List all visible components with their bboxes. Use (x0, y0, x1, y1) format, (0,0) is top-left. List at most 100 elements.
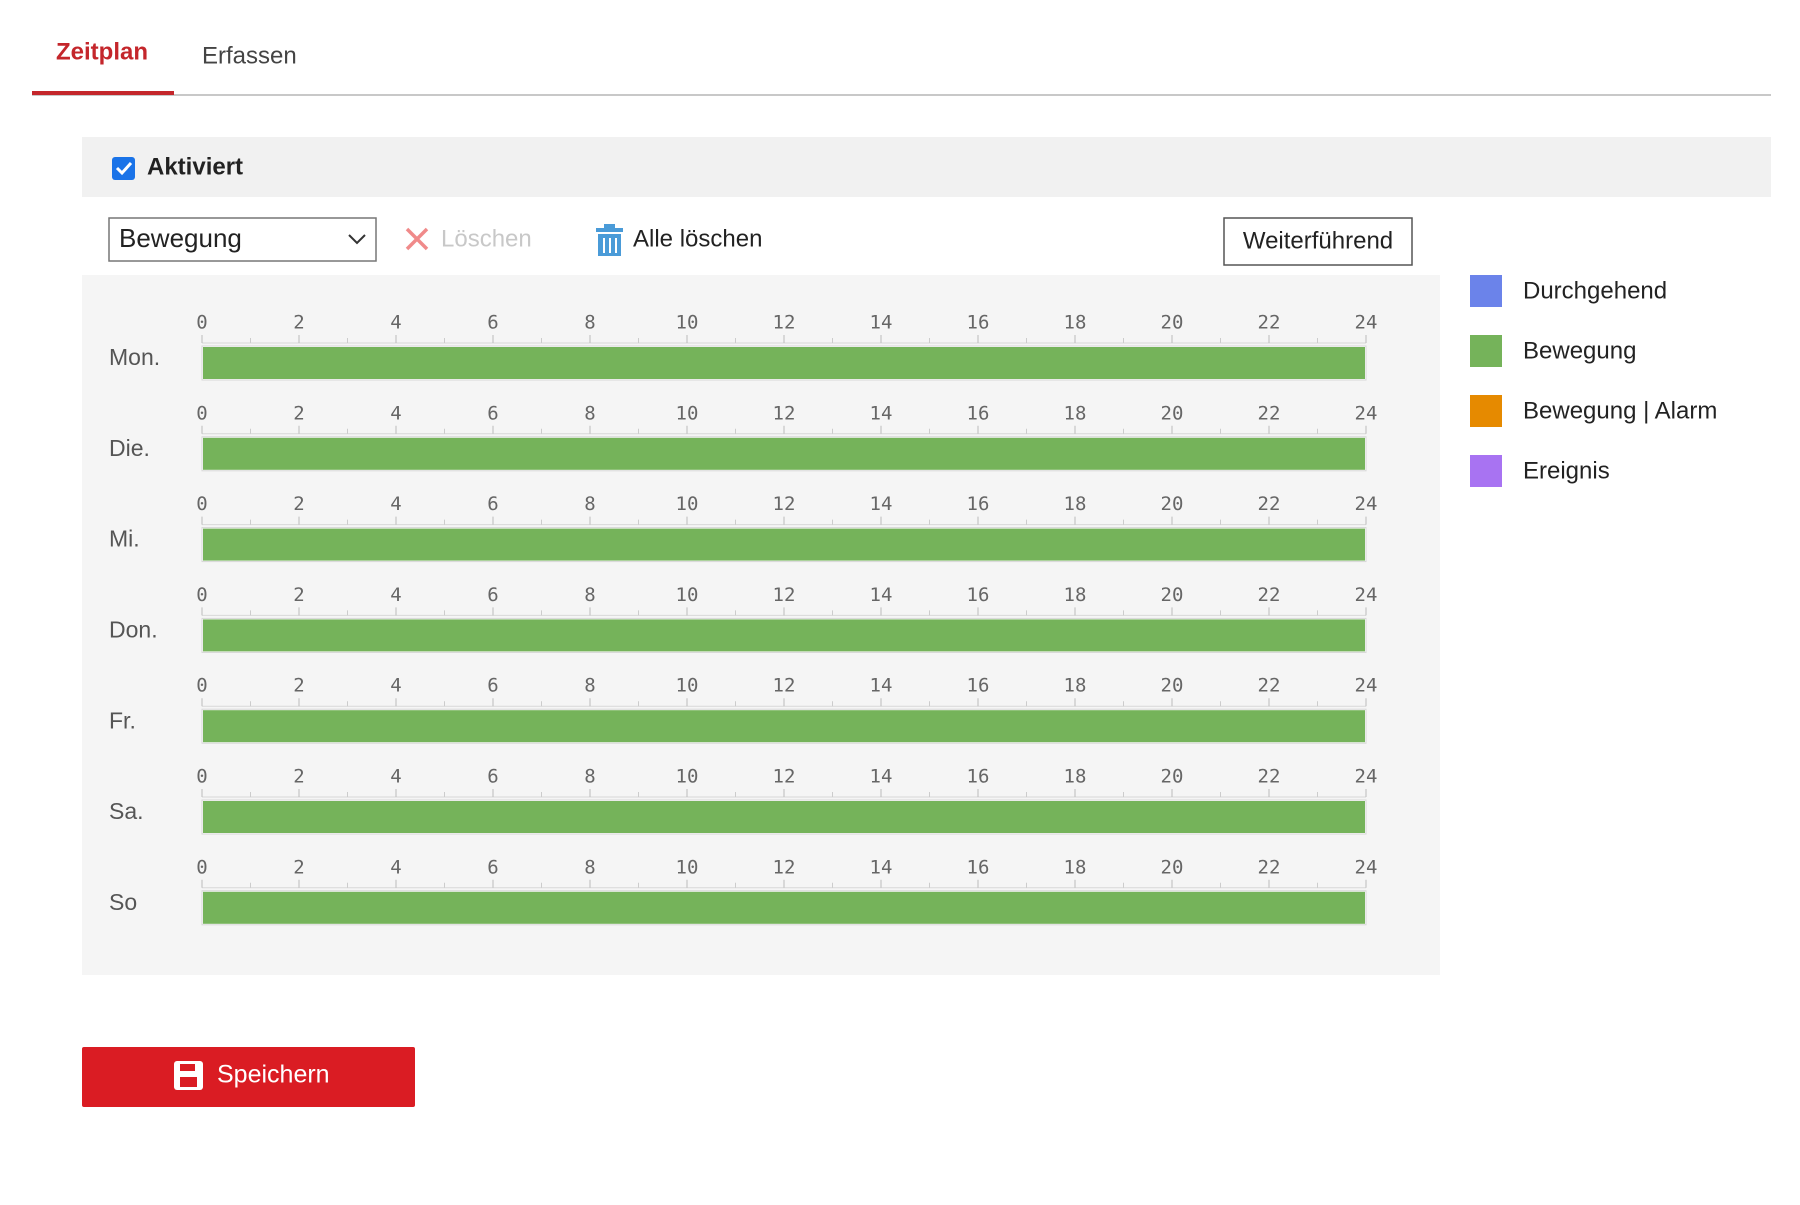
schedule-segment[interactable] (203, 528, 1365, 561)
hour-label: 24 (1355, 312, 1378, 334)
day-row: Mi.0 2 4 6 8 10 12 14 16 18 20 22 24 (109, 493, 1378, 563)
hour-label: 2 (293, 584, 304, 606)
advanced-button[interactable]: Weiterführend (1223, 217, 1413, 266)
hour-label: 10 (676, 856, 699, 878)
mode-select[interactable]: Bewegung (108, 217, 377, 262)
hour-label: 16 (967, 766, 990, 788)
hour-label: 8 (584, 312, 595, 334)
hour-label: 14 (870, 402, 893, 424)
hour-label: 6 (487, 493, 498, 515)
hour-label: 20 (1161, 312, 1184, 334)
hour-label: 24 (1355, 856, 1378, 878)
hour-label: 14 (870, 766, 893, 788)
hour-label: 20 (1161, 675, 1184, 697)
day-label: Die. (109, 435, 150, 461)
schedule-segment[interactable] (203, 801, 1365, 833)
hour-label: 2 (293, 766, 304, 788)
hour-label: 0 (196, 584, 207, 606)
delete-label: Löschen (441, 225, 532, 252)
hour-label: 18 (1064, 312, 1087, 334)
save-icon (174, 1061, 203, 1090)
legend: Durchgehend Bewegung Bewegung | Alarm Ereig… (1470, 275, 1717, 487)
advanced-box (1223, 217, 1413, 266)
hour-label: 8 (584, 856, 595, 878)
schedule-segment[interactable] (203, 437, 1365, 470)
hour-label: 22 (1258, 312, 1281, 334)
hour-label: 12 (773, 856, 796, 878)
hour-label: 18 (1064, 675, 1087, 697)
hour-label: 10 (676, 584, 699, 606)
hour-label: 16 (967, 493, 990, 515)
hour-label: 24 (1355, 493, 1378, 515)
hour-label: 14 (870, 312, 893, 334)
tab[interactable]: Erfassen (202, 42, 297, 69)
hour-label: 22 (1258, 402, 1281, 424)
day-row: Die.0 2 4 6 8 10 12 14 16 18 20 22 24 (109, 402, 1377, 472)
schedule-segment[interactable] (203, 710, 1365, 743)
hour-label: 2 (293, 402, 304, 424)
day-label: Fr. (109, 707, 136, 733)
enable-label: Aktiviert (147, 153, 243, 180)
day-row: Mon.0 2 4 6 8 10 12 14 16 18 20 22 24 (109, 312, 1377, 381)
hour-label: 12 (773, 312, 796, 334)
hour-label: 8 (584, 584, 595, 606)
legend-label: Durchgehend (1523, 277, 1667, 304)
advanced-label: Weiterführend (1243, 227, 1393, 254)
schedule-segment[interactable] (203, 891, 1365, 924)
hour-label: 14 (870, 856, 893, 878)
select-box (108, 217, 377, 262)
checkbox-tick (115, 161, 133, 176)
hour-label: 4 (390, 493, 401, 515)
hour-label: 0 (196, 493, 207, 515)
delete-all-button[interactable]: Alle löschen (596, 224, 762, 256)
hour-label: 22 (1258, 856, 1281, 878)
hour-label: 0 (196, 402, 207, 424)
save-label: Speichern (217, 1061, 330, 1089)
day-row: Sa.0 2 4 6 8 10 12 14 16 18 20 22 24 (109, 766, 1377, 835)
hour-label: 12 (773, 675, 796, 697)
hour-label: 4 (390, 856, 401, 878)
schedule-segment[interactable] (203, 347, 1365, 379)
delete-button[interactable]: Löschen (405, 225, 532, 252)
hour-label: 4 (390, 766, 401, 788)
trash-lines (603, 238, 617, 253)
legend-swatch (1470, 275, 1502, 307)
legend-label: Bewegung (1523, 337, 1636, 364)
hour-label: 24 (1355, 584, 1378, 606)
hour-label: 4 (390, 402, 401, 424)
hour-label: 10 (676, 402, 699, 424)
hour-label: 2 (293, 493, 304, 515)
checkbox-box (112, 157, 135, 180)
hour-label: 24 (1355, 675, 1378, 697)
schedule-segment[interactable] (203, 619, 1365, 652)
checkbox[interactable] (112, 157, 135, 180)
day-row: Fr.0 2 4 6 8 10 12 14 16 18 20 22 24 (109, 675, 1377, 744)
hour-label: 20 (1161, 493, 1184, 515)
enable-bar (82, 137, 1771, 197)
hour-label: 12 (773, 766, 796, 788)
hour-label: 2 (293, 312, 304, 334)
hour-label: 20 (1161, 766, 1184, 788)
tab[interactable]: Zeitplan (56, 38, 148, 65)
save-button[interactable]: Speichern (82, 1047, 415, 1107)
day-row: Don.0 2 4 6 8 10 12 14 16 18 20 22 24 (109, 584, 1377, 653)
day-row: So0 2 4 6 8 10 12 14 16 18 20 22 24 (109, 856, 1378, 926)
hour-label: 0 (196, 856, 207, 878)
day-label: Mi. (109, 526, 140, 552)
hour-label: 18 (1064, 493, 1087, 515)
hour-label: 22 (1258, 584, 1281, 606)
tab-bar: Zeitplan Erfassen (32, 38, 297, 95)
hour-label: 12 (773, 493, 796, 515)
tab-underline (32, 91, 174, 95)
hour-label: 22 (1258, 675, 1281, 697)
hour-label: 8 (584, 402, 595, 424)
legend-swatch (1470, 335, 1502, 367)
hour-label: 20 (1161, 584, 1184, 606)
hour-label: 16 (967, 675, 990, 697)
hour-label: 22 (1258, 766, 1281, 788)
hour-label: 10 (676, 675, 699, 697)
hour-label: 24 (1355, 766, 1378, 788)
hour-label: 18 (1064, 856, 1087, 878)
